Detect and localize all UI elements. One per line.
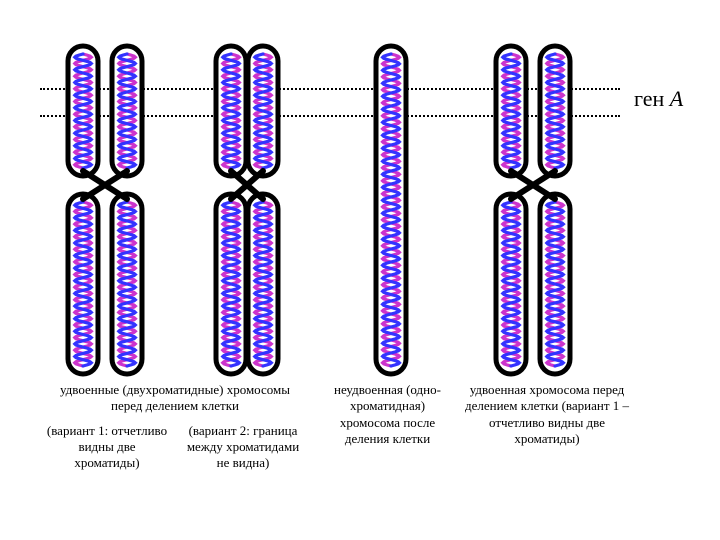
caption-doubled-title: удвоенные (двухроматидные) хромосомы пер… — [45, 382, 305, 415]
diagram-canvas: ген A удвоенные (двухроматидные) хромосо… — [0, 0, 720, 540]
chr3 — [370, 40, 412, 380]
chr4 — [490, 40, 576, 380]
caption-doubled-right: удвоенная хромосома перед делением клетк… — [462, 382, 632, 447]
caption-doubled-right-text: удвоенная хромосома перед делением клетк… — [462, 382, 632, 447]
caption-variant2: (вариант 2: граница между хроматидами не… — [181, 423, 305, 472]
caption-group-doubled: удвоенные (двухроматидные) хромосомы пер… — [45, 382, 305, 471]
chr1 — [62, 40, 148, 380]
gene-label-text: ген — [634, 86, 670, 111]
gene-label-italic: A — [670, 86, 683, 111]
caption-variant1: (вариант 1: отчетливо видны две хроматид… — [45, 423, 169, 472]
gene-a-label: ген A — [634, 86, 683, 112]
caption-single: неудвоенная (одно-хроматидная) хромосома… — [330, 382, 445, 447]
chr2 — [210, 40, 284, 380]
caption-single-text: неудвоенная (одно-хроматидная) хромосома… — [330, 382, 445, 447]
